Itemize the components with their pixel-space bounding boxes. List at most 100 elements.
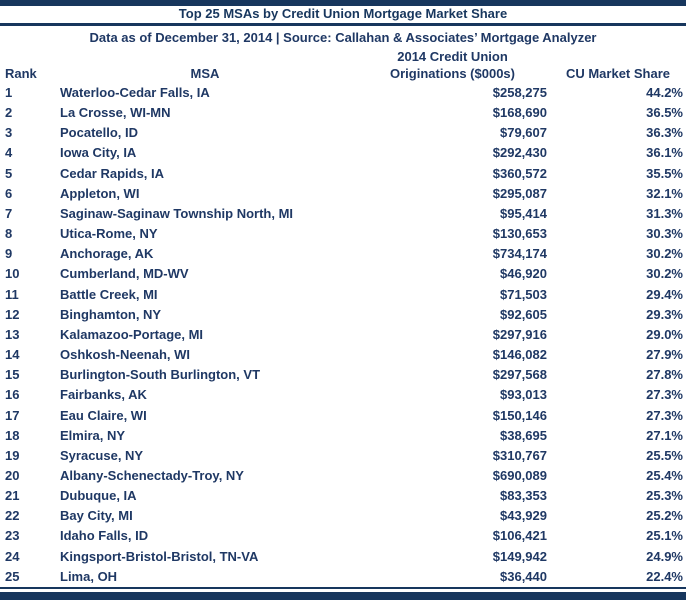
table-row: 1 Waterloo-Cedar Falls, IA $258,275 44.2…	[0, 83, 686, 103]
msa-cell: Cumberland, MD-WV	[60, 266, 189, 282]
table-row: 7 Saginaw-Saginaw Township North, MI $95…	[0, 204, 686, 224]
market-share-cell: 36.1%	[646, 145, 683, 161]
column-header-originations-line1: 2014 Credit Union	[397, 49, 508, 64]
msa-cell: Anchorage, AK	[60, 246, 154, 262]
rank-cell: 13	[5, 326, 20, 342]
msa-cell: Appleton, WI	[60, 185, 140, 201]
market-share-cell: 27.8%	[646, 367, 683, 383]
originations-cell: $297,568	[492, 367, 547, 383]
originations-cell: $43,929	[500, 508, 547, 524]
market-share-cell: 25.3%	[646, 488, 683, 504]
originations-cell: $92,605	[500, 306, 547, 322]
column-header-originations-line2: Originations ($000s)	[390, 66, 515, 81]
msa-cell: Lima, OH	[60, 568, 118, 584]
originations-cell: $690,089	[492, 467, 547, 483]
table-row: 8 Utica-Rome, NY $130,653 30.3%	[0, 224, 686, 244]
rank-cell: 11	[5, 286, 19, 302]
market-share-cell: 22.4%	[646, 568, 683, 584]
originations-cell: $360,572	[492, 165, 547, 181]
table-row: 9 Anchorage, AK $734,174 30.2%	[0, 244, 686, 264]
report-subtitle: Data as of December 31, 2014 | Source: C…	[89, 30, 597, 45]
rank-cell: 8	[5, 226, 13, 242]
msa-cell: Pocatello, ID	[60, 125, 139, 141]
table-row: 13 Kalamazoo-Portage, MI $297,916 29.0%	[0, 325, 686, 345]
market-share-cell: 30.2%	[646, 266, 683, 282]
originations-cell: $38,695	[500, 427, 547, 443]
market-share-cell: 31.3%	[646, 205, 683, 221]
table-row: 11 Battle Creek, MI $71,503 29.4%	[0, 285, 686, 305]
table-row: 21 Dubuque, IA $83,353 25.3%	[0, 486, 686, 506]
market-share-cell: 29.0%	[646, 326, 683, 342]
originations-cell: $292,430	[492, 145, 547, 161]
market-share-cell: 27.3%	[646, 387, 683, 403]
table-row: 6 Appleton, WI $295,087 32.1%	[0, 184, 686, 204]
rank-cell: 16	[5, 387, 20, 403]
table-header-line1: 2014 Credit Union	[0, 47, 686, 65]
msa-cell: Albany-Schenectady-Troy, NY	[60, 467, 244, 483]
table-row: 15 Burlington-South Burlington, VT $297,…	[0, 365, 686, 385]
column-header-market-share: CU Market Share	[565, 66, 671, 81]
table-row: 24 Kingsport-Bristol-Bristol, TN-VA $149…	[0, 547, 686, 567]
column-header-msa: MSA	[190, 66, 220, 81]
msa-cell: La Crosse, WI-MN	[60, 105, 171, 121]
report-title: Top 25 MSAs by Credit Union Mortgage Mar…	[178, 6, 508, 21]
originations-cell: $71,503	[500, 286, 547, 302]
bottom-gap	[0, 588, 686, 592]
originations-cell: $46,920	[500, 266, 547, 282]
msa-cell: Fairbanks, AK	[60, 387, 147, 403]
rank-cell: 12	[5, 306, 20, 322]
msa-cell: Syracuse, NY	[60, 447, 144, 463]
msa-cell: Battle Creek, MI	[60, 286, 158, 302]
market-share-cell: 36.3%	[646, 125, 683, 141]
table-row: 3 Pocatello, ID $79,607 36.3%	[0, 123, 686, 143]
market-share-cell: 44.2%	[646, 85, 683, 100]
msa-cell: Burlington-South Burlington, VT	[60, 367, 261, 383]
market-share-cell: 30.3%	[646, 226, 683, 242]
msa-cell: Eau Claire, WI	[60, 407, 147, 423]
table-row: 12 Binghamton, NY $92,605 29.3%	[0, 305, 686, 325]
rank-cell: 5	[5, 165, 13, 181]
market-share-cell: 29.3%	[646, 306, 683, 322]
rank-cell: 21	[5, 488, 20, 504]
market-share-cell: 27.9%	[646, 347, 683, 363]
rank-cell: 7	[5, 205, 13, 221]
originations-cell: $150,146	[492, 407, 547, 423]
table-row: 22 Bay City, MI $43,929 25.2%	[0, 506, 686, 526]
column-header-rank: Rank	[5, 66, 37, 81]
table-row: 4 Iowa City, IA $292,430 36.1%	[0, 143, 686, 163]
table-row: 5 Cedar Rapids, IA $360,572 35.5%	[0, 164, 686, 184]
originations-cell: $258,275	[492, 85, 547, 100]
originations-cell: $168,690	[492, 105, 547, 121]
originations-cell: $130,653	[492, 226, 547, 242]
market-share-cell: 24.9%	[646, 548, 683, 564]
market-share-cell: 29.4%	[646, 286, 683, 302]
table-row: 20 Albany-Schenectady-Troy, NY $690,089 …	[0, 466, 686, 486]
msa-cell: Waterloo-Cedar Falls, IA	[60, 85, 210, 100]
rank-cell: 14	[5, 347, 20, 363]
market-share-cell: 27.3%	[646, 407, 683, 423]
rank-cell: 19	[5, 447, 20, 463]
originations-cell: $79,607	[500, 125, 547, 141]
rank-cell: 2	[5, 105, 13, 121]
rank-cell: 22	[5, 508, 20, 524]
header-spacer-share	[550, 47, 686, 66]
table-row: 2 La Crosse, WI-MN $168,690 36.5%	[0, 103, 686, 123]
top-border-bar	[0, 0, 686, 6]
table-row: 10 Cumberland, MD-WV $46,920 30.2%	[0, 264, 686, 284]
table-row: 14 Oshkosh-Neenah, WI $146,082 27.9%	[0, 345, 686, 365]
table-bottom-divider	[0, 586, 686, 589]
table-body: 1 Waterloo-Cedar Falls, IA $258,275 44.2…	[0, 83, 686, 587]
market-share-cell: 25.4%	[646, 467, 683, 483]
table-row: 23 Idaho Falls, ID $106,421 25.1%	[0, 526, 686, 546]
market-share-cell: 25.5%	[646, 447, 683, 463]
table-row: 25 Lima, OH $36,440 22.4%	[0, 567, 686, 587]
rank-cell: 24	[5, 548, 20, 564]
msa-cell: Binghamton, NY	[60, 306, 162, 322]
market-share-cell: 32.1%	[646, 185, 683, 201]
bottom-border-bar	[0, 591, 686, 600]
originations-cell: $734,174	[492, 246, 547, 262]
rank-cell: 3	[5, 125, 13, 141]
title-divider	[0, 23, 686, 26]
table-row: 19 Syracuse, NY $310,767 25.5%	[0, 446, 686, 466]
originations-cell: $146,082	[492, 347, 547, 363]
